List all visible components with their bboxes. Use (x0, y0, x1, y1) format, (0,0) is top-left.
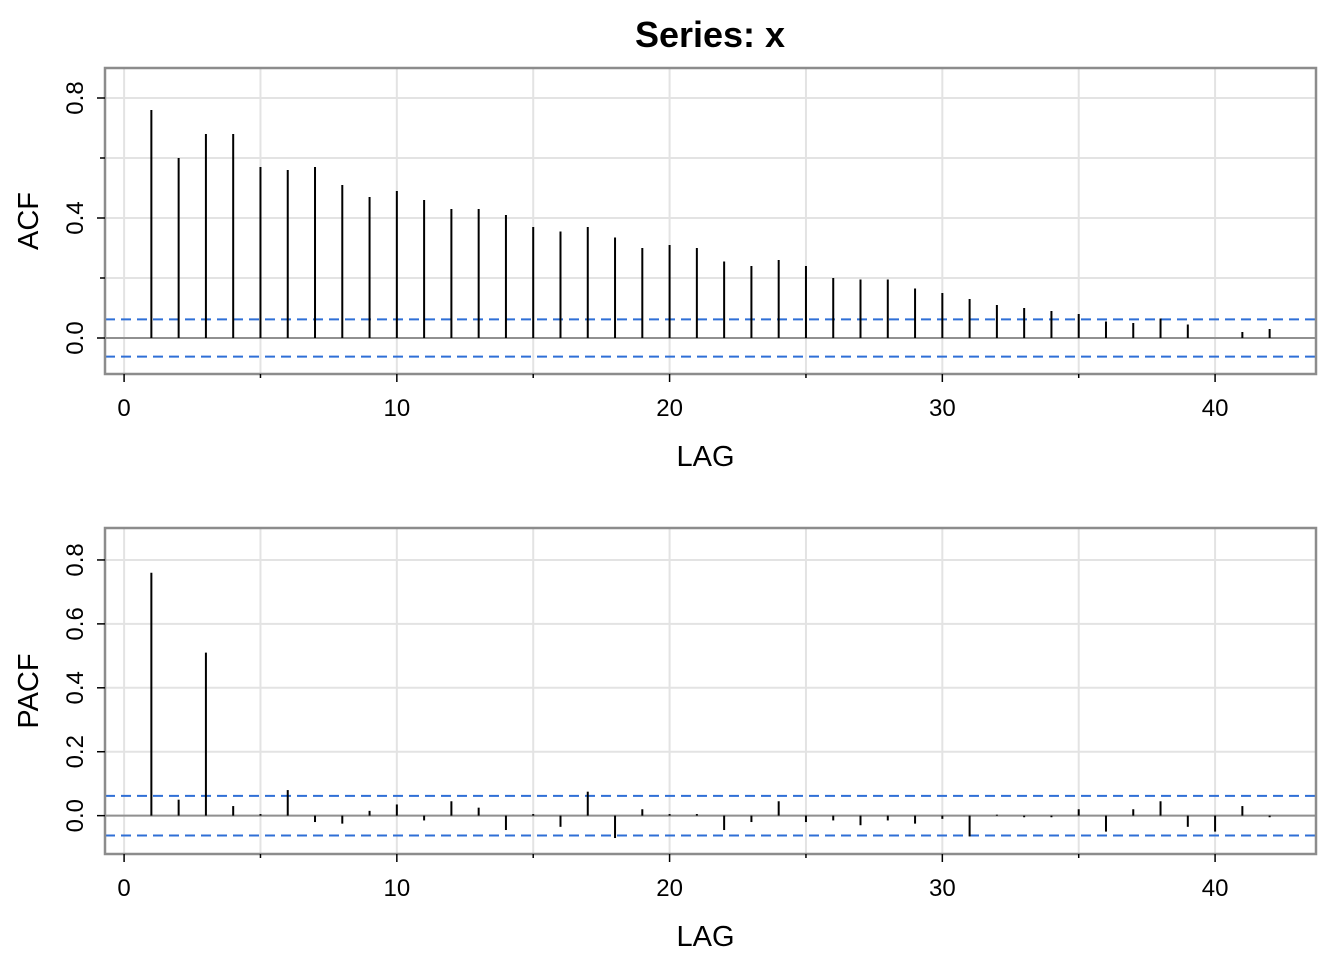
pacf-ytick-label: 0.0 (62, 799, 89, 832)
pacf-plot-frame (103, 526, 1318, 856)
pacf-xtick-label: 10 (383, 875, 410, 902)
acf-ytick-label: 0.4 (62, 201, 89, 234)
acf-spikes (150, 110, 1271, 338)
pacf-xtick-label: 30 (929, 875, 956, 902)
acf-grid (105, 68, 1316, 374)
acf-xtick-label: 40 (1202, 395, 1229, 422)
pacf-panel: 0 10 20 30 40 0.0 0.2 0.4 0.6 0.8 LAG PACF (13, 526, 1318, 953)
figure-title: Series: x (635, 14, 785, 55)
acf-xtick-label: 0 (117, 395, 130, 422)
pacf-y-axis-label: PACF (13, 653, 45, 728)
pacf-grid (105, 528, 1316, 854)
acf-xtick-label: 30 (929, 395, 956, 422)
pacf-spikes (150, 572, 1271, 839)
acf-ytick-label: 0.8 (62, 81, 89, 114)
pacf-xtick-label: 20 (656, 875, 683, 902)
pacf-ytick-label: 0.2 (62, 735, 89, 768)
acf-panel: 0 10 20 30 40 0.0 0.4 0.8 LAG ACF (13, 66, 1318, 473)
acf-plot-frame (103, 66, 1318, 376)
acf-x-axis-label: LAG (676, 441, 734, 473)
pacf-xtick-label: 0 (117, 875, 130, 902)
acf-ytick-label: 0.0 (62, 321, 89, 354)
acf-y-axis-label: ACF (13, 192, 45, 250)
pacf-x-axis-label: LAG (676, 921, 734, 953)
pacf-ytick-label: 0.6 (62, 607, 89, 640)
acf-xtick-label: 10 (383, 395, 410, 422)
pacf-ytick-label: 0.4 (62, 671, 89, 704)
acf-xtick-label: 20 (656, 395, 683, 422)
pacf-xtick-label: 40 (1202, 875, 1229, 902)
pacf-ytick-label: 0.8 (62, 543, 89, 576)
